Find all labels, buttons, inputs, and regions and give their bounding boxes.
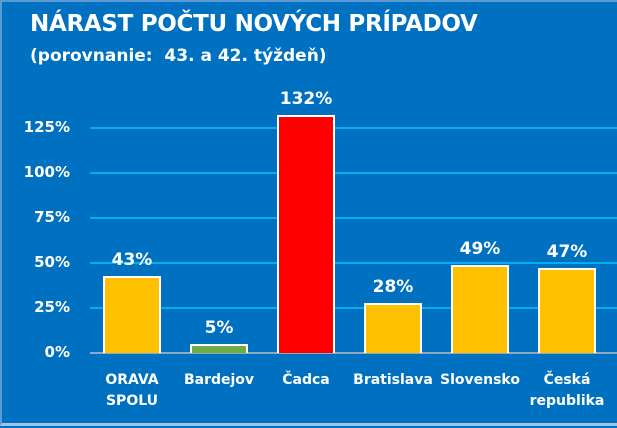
data-label: 132% xyxy=(279,89,333,110)
x-tick-label: Česká republika xyxy=(529,372,605,409)
data-label: 47% xyxy=(546,242,588,263)
bar xyxy=(538,268,596,353)
gridline xyxy=(90,127,617,129)
gridline xyxy=(90,307,617,309)
gridline xyxy=(90,217,617,219)
gridline xyxy=(90,262,617,264)
y-tick-label: 125% xyxy=(23,118,70,136)
chart-title: NÁRAST POČTU NOVÝCH PRÍPADOV xyxy=(30,11,478,37)
bar xyxy=(451,264,509,353)
y-tick-label: 25% xyxy=(34,298,70,316)
x-tick-label: Slovensko xyxy=(440,372,520,388)
x-tick-label: Bratislava xyxy=(353,372,433,388)
x-tick-label: Čadca xyxy=(282,372,330,388)
chart-subtitle: (porovnanie: 43. a 42. týždeň) xyxy=(30,46,327,66)
data-label: 43% xyxy=(111,249,153,270)
gridline xyxy=(90,172,617,174)
data-label: 28% xyxy=(372,276,414,297)
y-tick-label: 50% xyxy=(34,253,70,271)
bar xyxy=(103,275,161,353)
x-axis-baseline xyxy=(90,352,617,354)
x-tick-label: ORAVA SPOLU xyxy=(105,372,159,409)
bar xyxy=(364,302,422,353)
bar xyxy=(190,344,248,353)
y-tick-label: 100% xyxy=(23,163,70,181)
bar xyxy=(277,115,335,353)
data-label: 49% xyxy=(459,238,501,259)
x-tick-label: Bardejov xyxy=(183,372,255,388)
data-label: 5% xyxy=(204,318,234,338)
y-tick-label: 0% xyxy=(44,343,70,361)
y-tick-label: 75% xyxy=(34,208,70,226)
